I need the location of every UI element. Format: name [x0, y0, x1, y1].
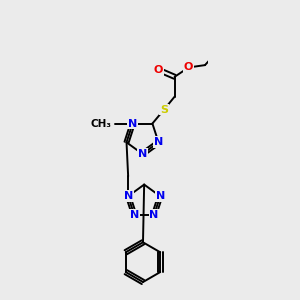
Text: S: S	[160, 104, 168, 115]
Text: O: O	[154, 65, 163, 75]
Text: N: N	[130, 210, 139, 220]
Text: N: N	[155, 191, 165, 201]
Text: N: N	[128, 118, 137, 128]
Text: N: N	[154, 137, 163, 147]
Text: CH₃: CH₃	[91, 118, 112, 128]
Text: N: N	[138, 149, 147, 159]
Text: O: O	[184, 62, 193, 73]
Text: N: N	[124, 191, 133, 201]
Text: N: N	[149, 210, 159, 220]
